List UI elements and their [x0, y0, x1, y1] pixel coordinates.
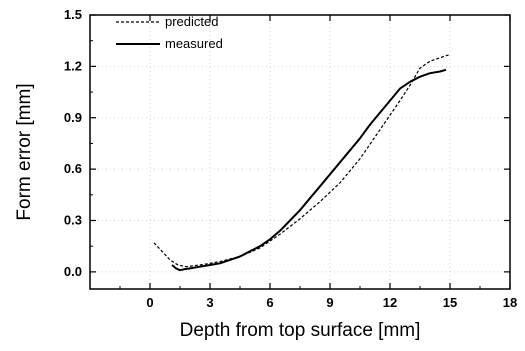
- x-tick-label: 3: [206, 295, 213, 310]
- x-tick-label: 9: [326, 295, 333, 310]
- series-line-predicted: [153, 53, 451, 268]
- y-tick-label: 1.5: [64, 7, 82, 22]
- x-tick-label: 12: [383, 295, 397, 310]
- y-tick-label: 0.9: [64, 110, 82, 125]
- x-tick-label: 6: [266, 295, 273, 310]
- grid: [90, 15, 510, 289]
- y-tick-label: 0.0: [64, 264, 82, 279]
- x-axis-title: Depth from top surface [mm]: [180, 320, 421, 341]
- x-tick-label: 15: [443, 295, 457, 310]
- y-tick-label: 1.2: [64, 58, 82, 73]
- legend-measured-label: measured: [165, 36, 223, 51]
- series-line-measured: [171, 68, 447, 272]
- y-axis-title: Form error [mm]: [14, 83, 35, 220]
- plot-frame: [89, 14, 511, 290]
- ticks: 0 3 6 9 12 15 18 0.0 0.3 0.6 0.9 1.2 1.5: [64, 7, 517, 310]
- x-tick-label: 0: [146, 295, 153, 310]
- series-layer: [153, 53, 451, 272]
- y-tick-label: 0.3: [64, 213, 82, 228]
- legend: predicted measured: [116, 14, 223, 51]
- legend-predicted-label: predicted: [165, 14, 218, 29]
- y-tick-label: 0.6: [64, 161, 82, 176]
- x-tick-label: 18: [503, 295, 517, 310]
